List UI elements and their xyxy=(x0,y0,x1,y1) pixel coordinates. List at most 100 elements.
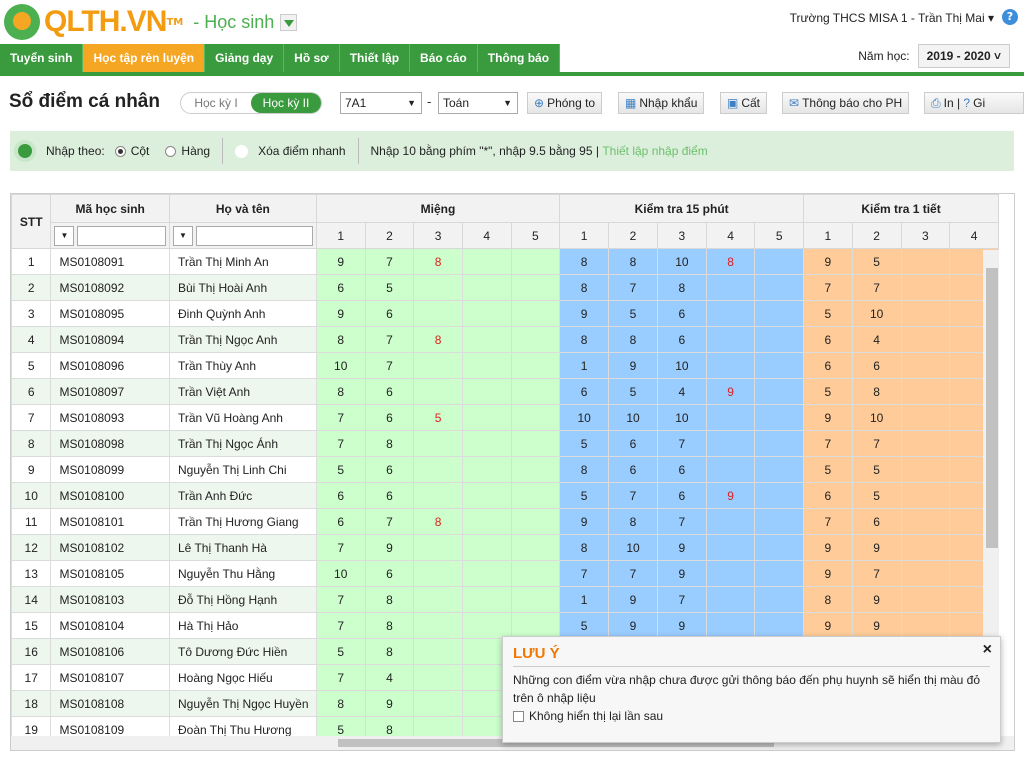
score-cell[interactable]: 8 xyxy=(803,586,853,613)
score-cell[interactable] xyxy=(705,404,756,431)
score-cell[interactable] xyxy=(461,430,512,457)
close-icon[interactable]: × xyxy=(982,641,992,658)
score-cell[interactable] xyxy=(510,378,561,405)
score-cell[interactable]: 6 xyxy=(315,508,366,535)
score-cell[interactable]: 8 xyxy=(656,274,707,301)
score-cell[interactable] xyxy=(510,482,561,509)
score-cell[interactable]: 6 xyxy=(656,326,707,353)
term-2-button[interactable]: Học kỳ II xyxy=(251,93,321,113)
score-cell[interactable] xyxy=(705,612,756,639)
score-cell[interactable] xyxy=(461,352,512,379)
score-cell[interactable] xyxy=(754,300,805,327)
filter-name-input[interactable] xyxy=(195,225,313,246)
score-cell[interactable] xyxy=(754,586,805,613)
year-select[interactable]: 2019 - 2020 ˅ xyxy=(917,44,1010,68)
score-cell[interactable] xyxy=(754,560,805,587)
score-cell[interactable] xyxy=(900,482,951,509)
score-cell[interactable]: 7 xyxy=(315,612,366,639)
score-cell[interactable]: 5 xyxy=(559,612,610,639)
score-cell[interactable]: 5 xyxy=(315,638,366,665)
import-button[interactable]: ▦ Nhập khẩu xyxy=(618,92,705,114)
score-cell[interactable]: 9 xyxy=(803,248,853,275)
nav-tab[interactable]: Thiết lập xyxy=(339,44,411,72)
score-cell[interactable] xyxy=(413,378,463,405)
score-cell[interactable]: 8 xyxy=(851,378,902,405)
score-cell[interactable] xyxy=(900,430,951,457)
score-cell[interactable]: 5 xyxy=(851,456,902,483)
term-1-button[interactable]: Học kỳ I xyxy=(194,96,238,110)
score-cell[interactable] xyxy=(413,352,463,379)
score-cell[interactable]: 5 xyxy=(608,378,658,405)
score-cell[interactable]: 5 xyxy=(803,378,853,405)
score-cell[interactable]: 10 xyxy=(315,352,366,379)
nav-tab[interactable]: Báo cáo xyxy=(410,44,478,72)
score-cell[interactable]: 7 xyxy=(803,430,853,457)
score-cell[interactable]: 7 xyxy=(803,274,853,301)
score-cell[interactable] xyxy=(705,326,756,353)
score-cell[interactable] xyxy=(900,326,951,353)
score-cell[interactable]: 5 xyxy=(559,430,610,457)
score-cell[interactable] xyxy=(510,430,561,457)
score-cell[interactable] xyxy=(510,404,561,431)
score-cell[interactable] xyxy=(510,352,561,379)
score-cell[interactable]: 6 xyxy=(803,482,853,509)
score-cell[interactable]: 7 xyxy=(315,586,366,613)
score-cell[interactable]: 9 xyxy=(656,612,707,639)
score-cell[interactable]: 7 xyxy=(559,560,610,587)
score-cell[interactable] xyxy=(510,300,561,327)
quick-clear-toggle[interactable]: Xóa điểm nhanh xyxy=(235,144,346,159)
score-cell[interactable]: 7 xyxy=(656,508,707,535)
score-cell[interactable]: 6 xyxy=(656,300,707,327)
score-cell[interactable]: 6 xyxy=(608,430,658,457)
score-cell[interactable] xyxy=(900,560,951,587)
score-cell[interactable] xyxy=(900,248,951,275)
score-cell[interactable] xyxy=(900,352,951,379)
score-cell[interactable]: 8 xyxy=(364,430,415,457)
score-cell[interactable] xyxy=(510,612,561,639)
score-cell[interactable] xyxy=(705,560,756,587)
nav-tab[interactable]: Giảng dạy xyxy=(205,44,285,72)
score-cell[interactable]: 8 xyxy=(608,326,658,353)
score-cell[interactable] xyxy=(413,586,463,613)
score-cell[interactable] xyxy=(705,274,756,301)
score-cell[interactable]: 6 xyxy=(656,456,707,483)
score-cell[interactable] xyxy=(900,404,951,431)
score-cell[interactable]: 1 xyxy=(559,352,610,379)
score-cell[interactable] xyxy=(510,534,561,561)
score-cell[interactable]: 4 xyxy=(364,664,415,691)
score-cell[interactable] xyxy=(754,378,805,405)
score-cell[interactable]: 5 xyxy=(851,482,902,509)
score-cell[interactable]: 8 xyxy=(413,508,463,535)
dont-show-again-checkbox[interactable]: Không hiển thị lại lần sau xyxy=(513,707,990,725)
score-cell[interactable] xyxy=(754,534,805,561)
score-cell[interactable]: 4 xyxy=(851,326,902,353)
score-cell[interactable] xyxy=(510,508,561,535)
score-cell[interactable] xyxy=(510,326,561,353)
score-cell[interactable] xyxy=(461,508,512,535)
score-cell[interactable] xyxy=(900,534,951,561)
score-cell[interactable] xyxy=(900,612,951,639)
notify-parents-button[interactable]: ✉ Thông báo cho PH xyxy=(782,92,910,114)
score-cell[interactable] xyxy=(754,612,805,639)
score-cell[interactable] xyxy=(900,274,951,301)
nav-tab[interactable]: Học tập rèn luyện xyxy=(83,44,206,72)
score-cell[interactable] xyxy=(461,482,512,509)
score-cell[interactable]: 8 xyxy=(315,690,366,717)
score-cell[interactable]: 6 xyxy=(803,326,853,353)
score-cell[interactable] xyxy=(461,404,512,431)
score-cell[interactable]: 8 xyxy=(559,456,610,483)
score-cell[interactable] xyxy=(461,274,512,301)
score-cell[interactable]: 7 xyxy=(315,664,366,691)
score-cell[interactable] xyxy=(705,300,756,327)
score-cell[interactable]: 7 xyxy=(364,508,415,535)
score-cell[interactable]: 5 xyxy=(364,274,415,301)
score-cell[interactable] xyxy=(461,300,512,327)
score-cell[interactable] xyxy=(754,352,805,379)
score-cell[interactable]: 9 xyxy=(559,508,610,535)
score-cell[interactable]: 10 xyxy=(851,404,902,431)
score-cell[interactable]: 7 xyxy=(315,534,366,561)
score-cell[interactable]: 7 xyxy=(851,560,902,587)
score-cell[interactable]: 8 xyxy=(559,326,610,353)
score-cell[interactable]: 10 xyxy=(559,404,610,431)
score-cell[interactable]: 8 xyxy=(559,248,610,275)
